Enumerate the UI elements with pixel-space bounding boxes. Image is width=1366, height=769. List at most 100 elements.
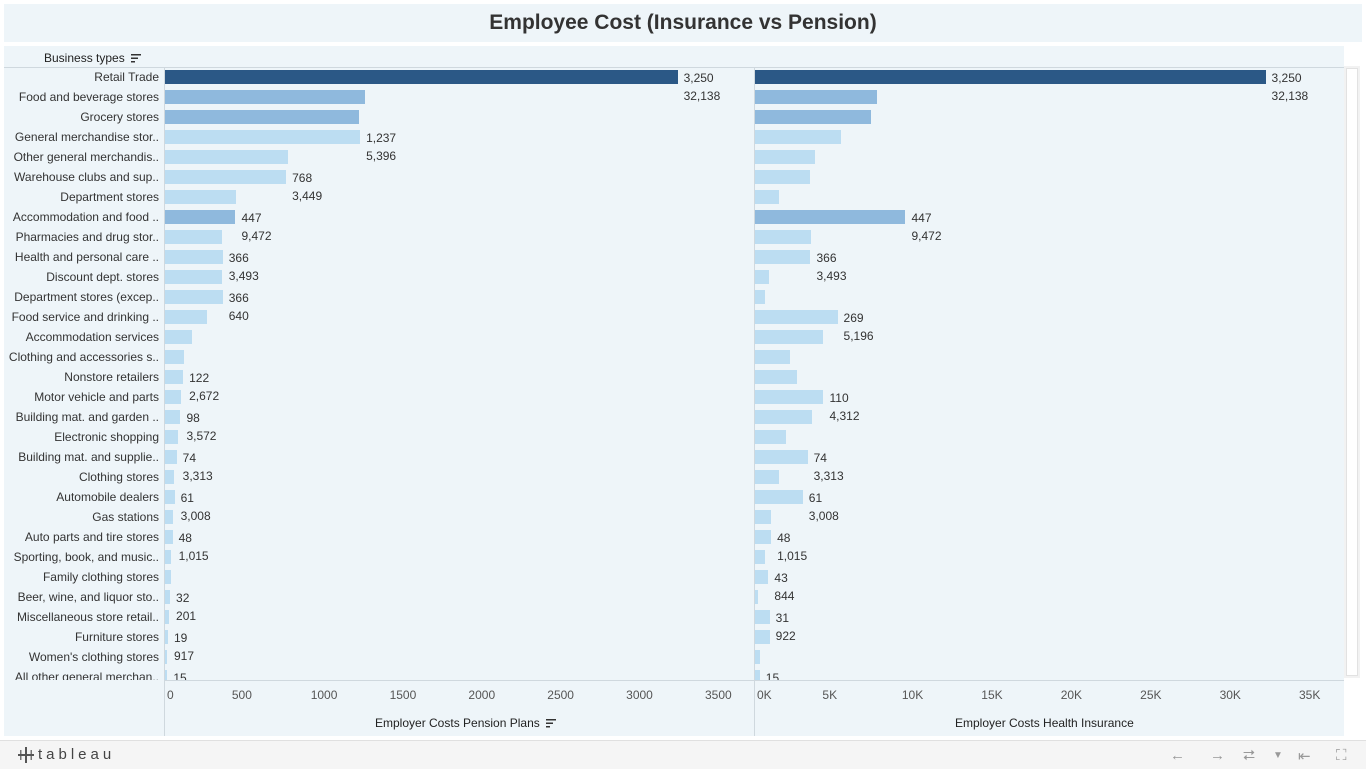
pension-bar[interactable] — [165, 230, 222, 244]
category-label[interactable]: Warehouse clubs and sup.. — [14, 170, 159, 184]
category-label[interactable]: All other general merchan.. — [14, 670, 159, 680]
pension-bar[interactable] — [165, 570, 171, 584]
insurance-bar[interactable] — [755, 550, 766, 564]
category-label[interactable]: Food and beverage stores — [18, 90, 159, 104]
category-label[interactable]: Motor vehicle and parts — [34, 390, 159, 404]
category-label[interactable]: Building mat. and supplie.. — [18, 450, 159, 464]
pension-bar[interactable] — [165, 330, 192, 344]
category-label[interactable]: Building mat. and garden .. — [15, 410, 159, 424]
pension-bar[interactable] — [165, 430, 179, 444]
insurance-bar[interactable] — [755, 670, 760, 680]
pension-bar[interactable] — [165, 590, 171, 604]
pension-bar[interactable] — [165, 210, 236, 224]
pension-bar[interactable] — [165, 490, 175, 504]
category-label[interactable]: Other general merchandis.. — [13, 150, 159, 164]
insurance-bar[interactable] — [755, 210, 906, 224]
insurance-bar[interactable] — [755, 650, 760, 664]
pause-updates-icon[interactable]: ⇤ — [1298, 748, 1311, 765]
pension-bar[interactable] — [165, 150, 289, 164]
sort-icon[interactable] — [546, 719, 557, 728]
insurance-bar[interactable] — [755, 250, 811, 264]
category-label[interactable]: Discount dept. stores — [46, 270, 159, 284]
insurance-bar[interactable] — [755, 370, 798, 384]
insurance-bar[interactable] — [755, 150, 816, 164]
business-types-header[interactable]: Business types — [44, 51, 142, 65]
insurance-bar[interactable] — [755, 630, 770, 644]
pension-bar[interactable] — [165, 630, 168, 644]
category-label[interactable]: Furniture stores — [74, 630, 159, 644]
rows-pane[interactable]: Retail Trade Food and beverage stores Groc… — [4, 68, 1344, 680]
pension-bar[interactable] — [165, 410, 181, 424]
pension-bar[interactable] — [165, 70, 678, 84]
pension-bar[interactable] — [165, 90, 365, 104]
insurance-bar[interactable] — [755, 470, 779, 484]
fullscreen-icon[interactable]: ⛶ — [1336, 747, 1347, 764]
scrollbar-thumb[interactable] — [1346, 68, 1358, 676]
category-label[interactable]: Health and personal care .. — [14, 250, 159, 264]
pension-bar[interactable] — [165, 130, 361, 144]
pension-bar[interactable] — [165, 470, 175, 484]
category-label[interactable]: Grocery stores — [80, 110, 159, 124]
pension-bar[interactable] — [165, 370, 184, 384]
category-label[interactable]: Department stores (excep.. — [14, 290, 159, 304]
tableau-logo[interactable]: tableau — [18, 746, 115, 763]
pension-bar[interactable] — [165, 550, 172, 564]
revert-icon[interactable]: ⮂ — [1243, 747, 1256, 764]
pension-bar[interactable] — [165, 290, 223, 304]
category-label[interactable]: Family clothing stores — [42, 570, 159, 584]
category-label[interactable]: Sporting, book, and music.. — [13, 550, 159, 564]
category-label[interactable]: Beer, wine, and liquor sto.. — [17, 590, 159, 604]
vertical-scrollbar[interactable] — [1344, 66, 1360, 678]
undo-icon[interactable]: ← — [1170, 747, 1185, 764]
insurance-bar[interactable] — [755, 230, 811, 244]
insurance-axis-title[interactable]: Employer Costs Health Insurance — [955, 716, 1134, 730]
insurance-bar[interactable] — [755, 510, 772, 524]
pension-bar[interactable] — [165, 250, 223, 264]
insurance-bar[interactable] — [755, 450, 808, 464]
insurance-bar[interactable] — [755, 310, 838, 324]
category-label[interactable]: Accommodation services — [25, 330, 159, 344]
insurance-bar[interactable] — [755, 330, 824, 344]
insurance-bar[interactable] — [755, 350, 790, 364]
insurance-bar[interactable] — [755, 610, 770, 624]
insurance-bar[interactable] — [755, 270, 770, 284]
insurance-bar[interactable] — [755, 410, 812, 424]
pension-bar[interactable] — [165, 390, 181, 404]
insurance-bar[interactable] — [755, 530, 772, 544]
category-label[interactable]: Clothing stores — [78, 470, 159, 484]
pension-bar[interactable] — [165, 450, 177, 464]
category-label[interactable]: Pharmacies and drug stor.. — [15, 230, 159, 244]
pension-bar[interactable] — [165, 650, 168, 664]
pension-bar[interactable] — [165, 110, 359, 124]
sort-icon[interactable] — [131, 54, 142, 63]
pension-bar[interactable] — [165, 270, 222, 284]
insurance-bar[interactable] — [755, 390, 824, 404]
category-label[interactable]: Food service and drinking .. — [11, 310, 159, 324]
insurance-bar[interactable] — [755, 490, 803, 504]
insurance-bar[interactable] — [755, 190, 779, 204]
insurance-bar[interactable] — [755, 90, 878, 104]
insurance-bar[interactable] — [755, 130, 841, 144]
chevron-down-icon[interactable]: ▼ — [1273, 750, 1283, 761]
pension-bar[interactable] — [165, 530, 173, 544]
insurance-bar[interactable] — [755, 590, 759, 604]
category-label[interactable]: Nonstore retailers — [64, 370, 159, 384]
category-label[interactable]: Automobile dealers — [56, 490, 159, 504]
insurance-bar[interactable] — [755, 170, 810, 184]
category-label[interactable]: Electronic shopping — [54, 430, 159, 444]
pension-bar[interactable] — [165, 190, 236, 204]
category-label[interactable]: Clothing and accessories s.. — [8, 350, 159, 364]
category-label[interactable]: General merchandise stor.. — [14, 130, 159, 144]
insurance-bar[interactable] — [755, 70, 1266, 84]
pension-bar[interactable] — [165, 350, 185, 364]
category-label[interactable]: Miscellaneous store retail.. — [16, 610, 159, 624]
insurance-bar[interactable] — [755, 430, 786, 444]
pension-bar[interactable] — [165, 610, 169, 624]
insurance-bar[interactable] — [755, 570, 769, 584]
category-label[interactable]: Department stores — [60, 190, 159, 204]
category-label[interactable]: Auto parts and tire stores — [24, 530, 159, 544]
category-label[interactable]: Gas stations — [92, 510, 159, 524]
category-label[interactable]: Women's clothing stores — [28, 650, 159, 664]
category-label[interactable]: Retail Trade — [94, 70, 159, 84]
pension-bar[interactable] — [165, 670, 168, 680]
